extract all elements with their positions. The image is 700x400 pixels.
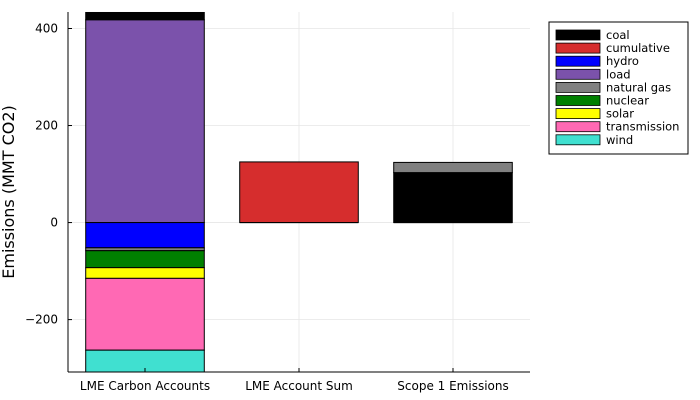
x-tick-label: Scope 1 Emissions: [397, 379, 508, 393]
legend-swatch: [555, 121, 601, 133]
x-ticks: LME Carbon Accounts LME Account Sum Scope …: [80, 368, 509, 393]
legend-label: coal: [606, 28, 630, 42]
legend-swatch: [555, 42, 601, 54]
bars: [85, 11, 513, 373]
legend-label: nuclear: [606, 94, 649, 108]
bar-segment-nuclear: [85, 250, 205, 269]
y-axis-label: Emissions (MMT CO2): [0, 105, 18, 279]
y-ticks: −200 0 200 400: [25, 21, 72, 327]
legend-swatch: [555, 68, 601, 80]
legend-label: transmission: [606, 120, 679, 134]
x-tick-label: LME Carbon Accounts: [80, 379, 210, 393]
bar-segment-hydro: [85, 222, 205, 249]
legend-swatch: [555, 134, 601, 146]
y-tick-label: −200: [25, 313, 58, 327]
bar-segment-coal: [85, 11, 205, 21]
legend-swatch: [555, 29, 601, 41]
legend-label: cumulative: [606, 41, 670, 55]
y-tick-label: 200: [35, 119, 58, 133]
legend-label: hydro: [606, 54, 639, 68]
legend-swatch: [555, 55, 601, 67]
y-tick-label: 0: [50, 216, 58, 230]
bar-segment-coal: [393, 172, 513, 224]
legend-label: solar: [606, 107, 634, 121]
legend-swatch: [555, 82, 601, 93]
y-tick-label: 400: [35, 21, 58, 35]
bar-segment-transmission: [85, 277, 205, 351]
bar-segment-load: [85, 19, 205, 224]
legend-label: wind: [606, 133, 633, 147]
legend-label: natural gas: [606, 80, 671, 94]
legend-swatch: [555, 108, 601, 119]
bar-segment-natural-gas: [393, 161, 513, 174]
bar-segment-solar: [85, 267, 205, 279]
legend-swatch: [555, 95, 601, 106]
bar-segment-cumulative: [239, 161, 359, 224]
legend-label: load: [606, 67, 631, 81]
x-tick-label: LME Account Sum: [245, 379, 353, 393]
